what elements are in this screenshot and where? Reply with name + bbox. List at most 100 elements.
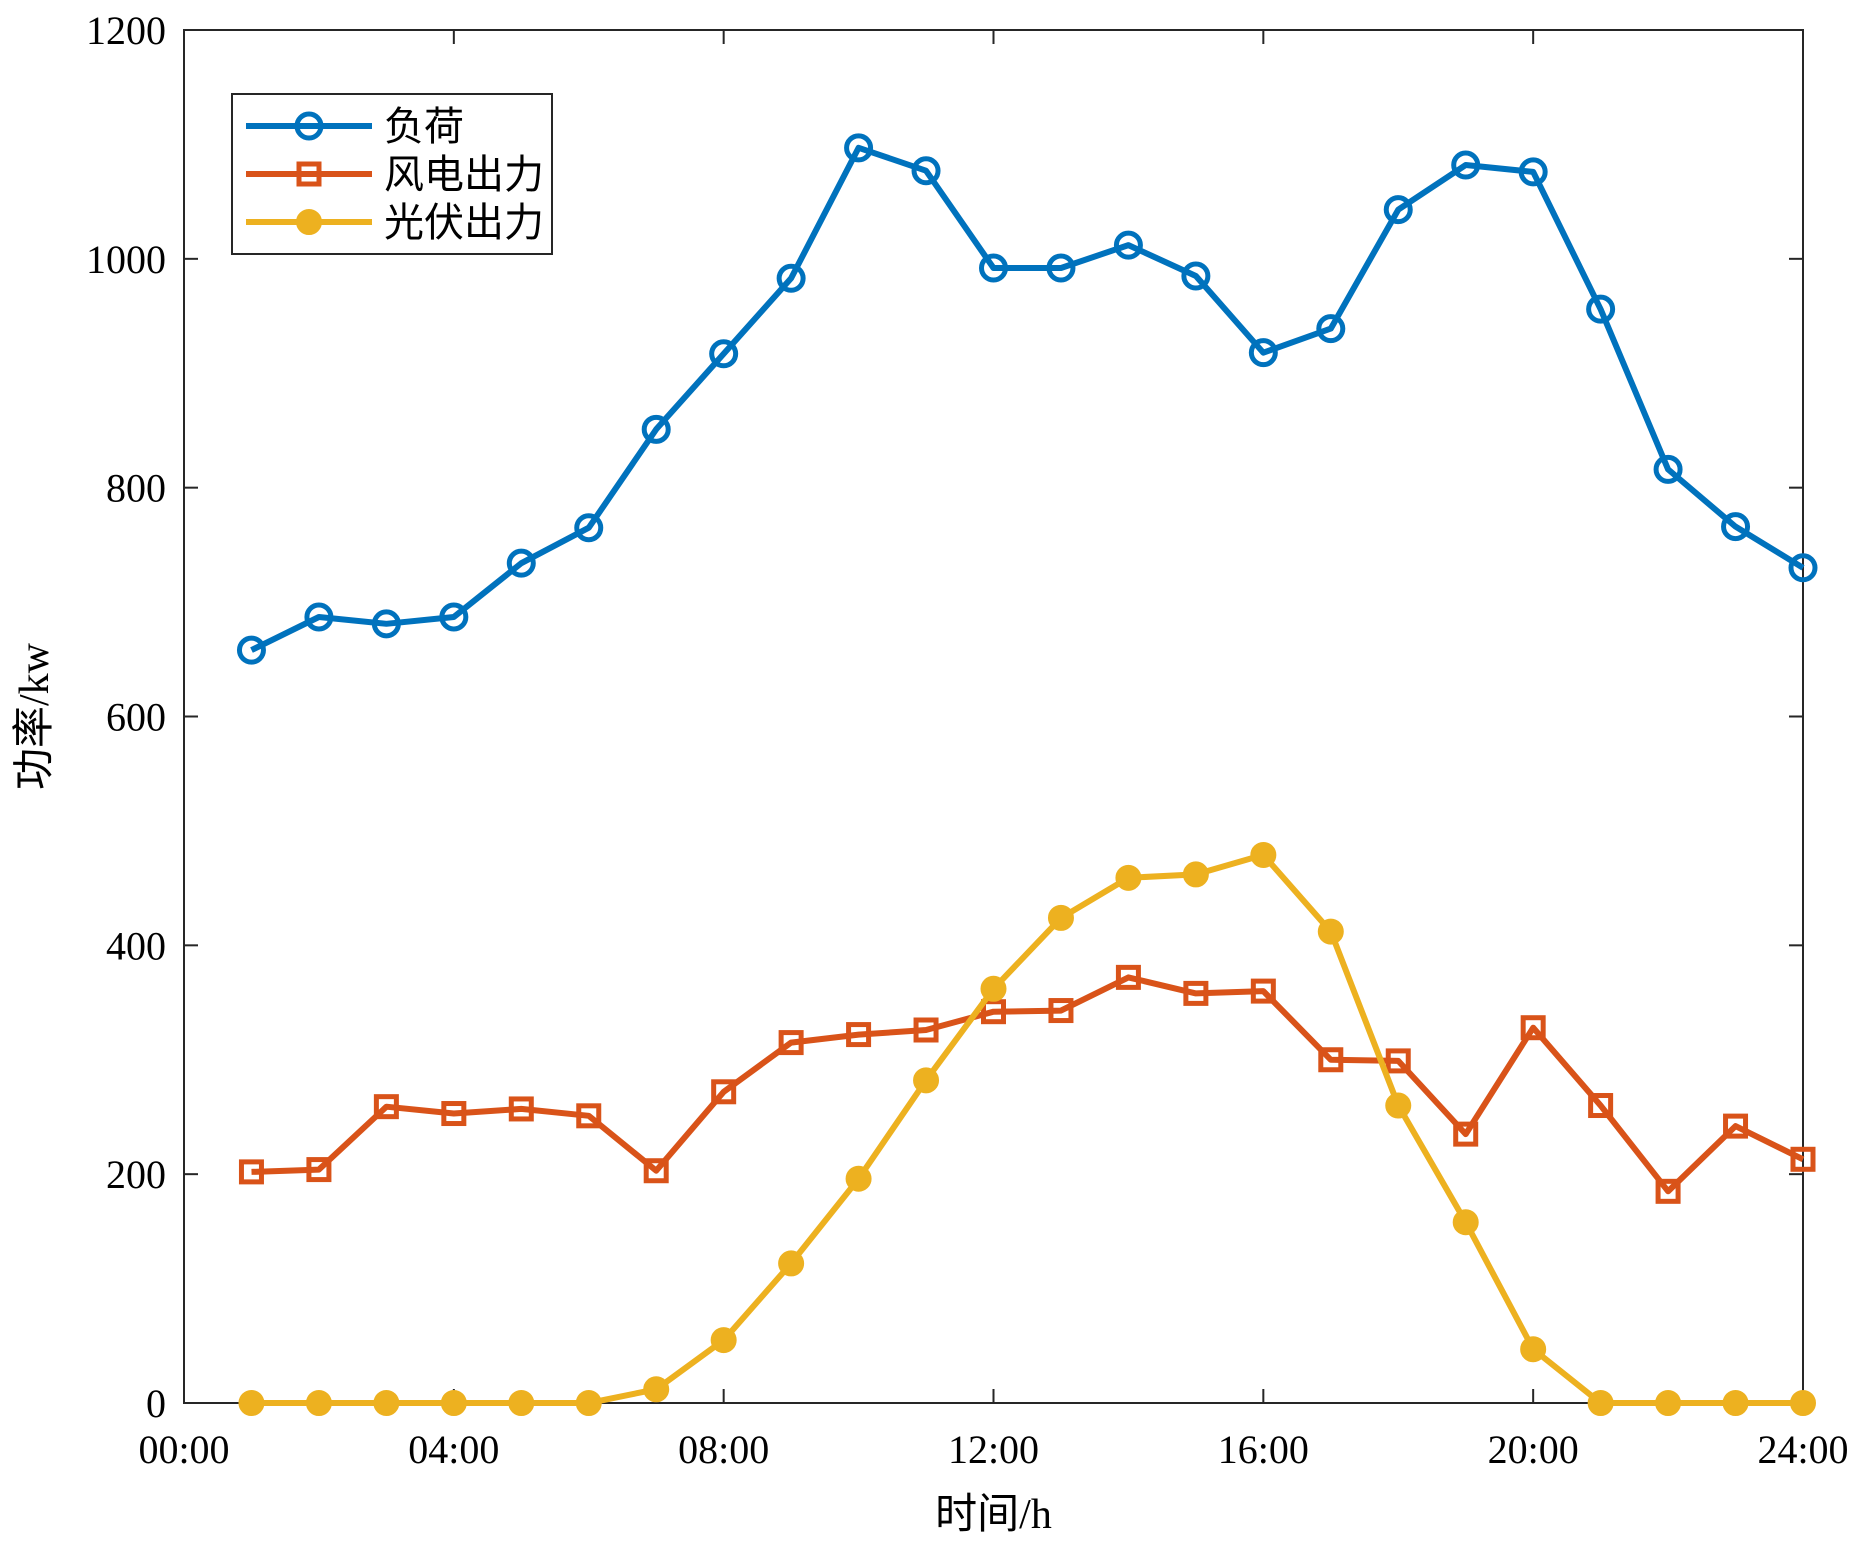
legend-item: 光伏出力 <box>246 200 544 245</box>
data-point <box>1317 918 1344 945</box>
data-point <box>1183 980 1209 1006</box>
data-point <box>643 1158 669 1184</box>
data-point <box>1586 294 1616 324</box>
y-tick-label: 0 <box>146 1381 166 1426</box>
data-point <box>1653 454 1683 484</box>
data-point <box>641 414 671 444</box>
y-tick-label: 1200 <box>86 8 166 53</box>
y-tick-label: 600 <box>106 695 166 740</box>
data-point <box>373 1094 399 1120</box>
data-point <box>1587 1390 1614 1416</box>
data-point <box>1181 261 1211 291</box>
data-point <box>710 1327 737 1354</box>
data-point <box>1520 1015 1546 1041</box>
data-point <box>979 253 1008 283</box>
data-point <box>371 609 401 639</box>
data-point <box>846 1022 872 1048</box>
data-point <box>1520 1336 1547 1363</box>
axis-ticks: 00:00 04:00 08:00 12:00 16:00 20:00 24:00 0 200 4… <box>86 8 1849 1472</box>
data-point <box>913 1017 939 1043</box>
data-point <box>709 339 739 369</box>
data-point <box>1788 553 1818 583</box>
legend-item: 负荷 <box>246 104 464 149</box>
y-tick-label: 400 <box>106 923 166 968</box>
data-point <box>1115 864 1142 891</box>
data-point <box>778 1030 804 1056</box>
data-point <box>1453 1121 1479 1147</box>
data-point <box>1048 998 1074 1024</box>
data-point <box>576 1103 602 1129</box>
y-tick-label: 200 <box>106 1152 166 1197</box>
data-point <box>238 1390 265 1416</box>
legend-marker <box>296 161 322 187</box>
x-axis-title: 时间/h <box>935 1492 1052 1538</box>
data-point <box>778 1250 805 1277</box>
data-point <box>1790 1146 1816 1172</box>
data-point <box>441 1101 467 1127</box>
data-point <box>1316 314 1346 344</box>
x-tick-label: 24:00 <box>1757 1427 1848 1472</box>
data-point <box>913 1067 940 1094</box>
data-point <box>711 1079 737 1105</box>
x-tick-label: 12:00 <box>948 1427 1039 1472</box>
data-point <box>236 635 266 665</box>
legend-item: 风电出力 <box>246 152 544 197</box>
data-point <box>980 975 1007 1002</box>
data-point <box>844 133 874 163</box>
data-point <box>1518 157 1548 187</box>
data-point <box>1451 150 1481 180</box>
legend-label: 风电出力 <box>384 152 544 197</box>
data-point <box>1047 904 1074 931</box>
y-tick-label: 800 <box>106 466 166 511</box>
data-point <box>1655 1178 1681 1204</box>
x-tick-label: 20:00 <box>1488 1427 1579 1472</box>
data-point <box>1385 1048 1411 1074</box>
data-point <box>1250 978 1276 1004</box>
data-point <box>508 1390 535 1416</box>
y-axis-title: 功率/kw <box>11 642 58 790</box>
data-point <box>1046 253 1076 283</box>
data-point <box>305 1390 332 1416</box>
data-point <box>373 1390 400 1416</box>
data-point <box>1182 861 1209 888</box>
series-layer <box>236 133 1818 1416</box>
series-3 <box>238 841 1816 1416</box>
legend-marker <box>294 111 324 141</box>
data-point <box>1115 964 1141 990</box>
data-point <box>440 1390 467 1416</box>
data-point <box>1452 1209 1479 1236</box>
data-point <box>1113 230 1143 260</box>
data-point <box>439 602 469 632</box>
data-point <box>1588 1093 1614 1119</box>
legend-label: 光伏出力 <box>384 200 544 245</box>
data-point <box>508 1096 534 1122</box>
data-point <box>304 602 334 632</box>
data-point <box>1790 1390 1816 1416</box>
x-tick-label: 04:00 <box>408 1427 499 1472</box>
y-tick-label: 1000 <box>86 237 166 282</box>
data-point <box>1318 1047 1344 1073</box>
data-point <box>1385 1092 1412 1119</box>
legend-marker <box>296 209 322 235</box>
data-point <box>1722 1390 1749 1416</box>
data-point <box>574 513 604 543</box>
data-point <box>1655 1390 1682 1416</box>
data-point <box>1383 195 1413 225</box>
data-point <box>306 1157 332 1183</box>
data-point <box>1250 841 1277 868</box>
x-tick-label: 16:00 <box>1218 1427 1309 1472</box>
data-point <box>238 1159 264 1185</box>
data-point <box>575 1390 602 1416</box>
series-1 <box>236 133 1818 665</box>
data-point <box>643 1376 670 1403</box>
data-point <box>1248 338 1278 368</box>
data-point <box>776 263 806 293</box>
data-point <box>911 156 941 186</box>
x-tick-label: 00:00 <box>138 1427 229 1472</box>
data-point <box>845 1165 872 1192</box>
legend-label: 负荷 <box>384 104 464 149</box>
data-point <box>506 548 536 578</box>
